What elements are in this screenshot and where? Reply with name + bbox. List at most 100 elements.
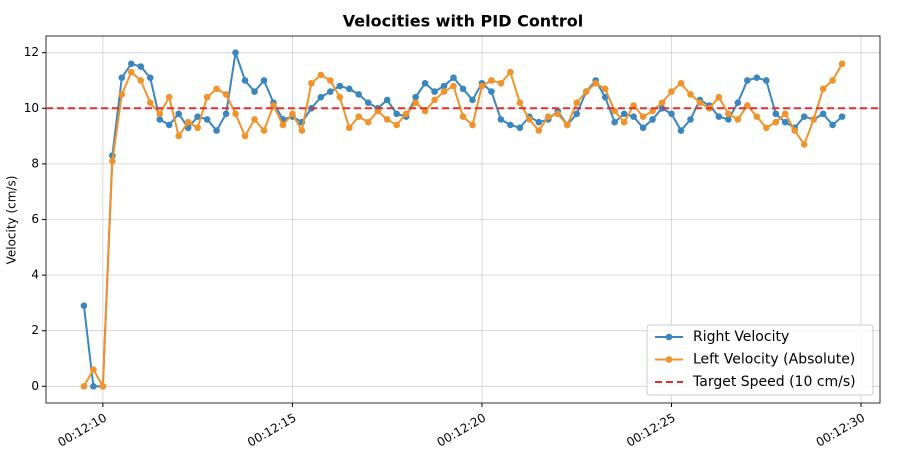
- data-point: [194, 113, 201, 120]
- data-point: [715, 113, 723, 120]
- data-point: [478, 82, 486, 90]
- data-point: [734, 99, 742, 107]
- data-point: [279, 121, 287, 129]
- data-point: [715, 93, 723, 101]
- data-point: [838, 60, 846, 68]
- data-point: [127, 68, 135, 76]
- data-point: [611, 107, 618, 115]
- data-point: [175, 110, 182, 118]
- data-point: [668, 110, 675, 118]
- data-point: [251, 88, 258, 95]
- data-point: [440, 88, 448, 95]
- data-point: [677, 127, 685, 134]
- data-point: [725, 116, 732, 123]
- legend-label: Left Velocity (Absolute): [693, 352, 855, 368]
- data-point: [317, 71, 325, 79]
- data-point: [251, 116, 258, 123]
- data-point: [772, 118, 780, 126]
- chart-title: Velocities with PID Control: [343, 12, 583, 31]
- x-tick-label: 00:12:15: [245, 411, 299, 450]
- data-point: [317, 93, 325, 101]
- data-point: [364, 99, 372, 107]
- data-point: [762, 124, 770, 132]
- data-point: [165, 121, 173, 129]
- data-point: [592, 79, 599, 87]
- data-point: [336, 82, 344, 90]
- data-point: [184, 118, 192, 126]
- data-point: [838, 113, 846, 120]
- data-point: [146, 99, 154, 107]
- data-point: [744, 77, 751, 84]
- data-point: [535, 127, 543, 134]
- data-point: [109, 157, 116, 165]
- legend-label: Target Speed (10 cm/s): [692, 374, 856, 390]
- data-point: [601, 93, 609, 101]
- data-point: [146, 74, 154, 82]
- data-point: [213, 127, 220, 134]
- data-point: [791, 127, 799, 134]
- data-point: [450, 74, 457, 82]
- data-point: [497, 116, 505, 123]
- data-point: [289, 110, 296, 118]
- data-point: [393, 121, 400, 129]
- data-point: [829, 121, 836, 129]
- data-point: [402, 110, 410, 118]
- data-point: [203, 93, 211, 101]
- data-point: [383, 116, 391, 123]
- data-point: [260, 77, 268, 84]
- data-point: [298, 127, 306, 134]
- data-point: [649, 116, 656, 123]
- data-point: [99, 383, 107, 390]
- data-point: [431, 96, 438, 104]
- data-point: [753, 74, 761, 82]
- data-point: [762, 77, 770, 84]
- data-point: [241, 77, 249, 84]
- data-point: [772, 110, 780, 118]
- legend-marker: [665, 356, 673, 363]
- data-point: [630, 102, 637, 109]
- y-tick-label: 12: [24, 45, 39, 59]
- data-point: [573, 99, 581, 107]
- y-tick-label: 10: [24, 101, 39, 115]
- data-point: [222, 91, 230, 98]
- data-point: [118, 91, 126, 98]
- data-point: [156, 116, 164, 123]
- data-point: [118, 74, 126, 82]
- data-point: [488, 77, 495, 84]
- data-point: [270, 102, 277, 109]
- x-tick-label: 00:12:20: [435, 411, 489, 450]
- data-point: [507, 121, 514, 129]
- data-point: [507, 68, 514, 76]
- data-point: [137, 77, 145, 84]
- data-point: [137, 63, 145, 70]
- data-point: [412, 99, 419, 107]
- data-point: [687, 116, 694, 123]
- data-point: [744, 102, 751, 109]
- x-tick-label: 00:12:25: [624, 411, 678, 450]
- data-point: [459, 85, 467, 93]
- data-point: [90, 383, 97, 390]
- data-point: [327, 77, 334, 84]
- data-point: [620, 118, 628, 126]
- data-point: [440, 82, 448, 90]
- data-point: [734, 116, 742, 123]
- data-point: [696, 99, 704, 107]
- data-point: [194, 124, 201, 132]
- data-point: [450, 82, 457, 90]
- legend: Right Velocity Left Velocity (Absolute) Ta…: [646, 324, 874, 396]
- data-point: [781, 118, 789, 126]
- data-point: [345, 124, 353, 132]
- data-point: [677, 79, 685, 87]
- data-point: [573, 110, 581, 118]
- data-point: [90, 366, 97, 373]
- y-axis-label: Velocity (cm/s): [5, 176, 19, 265]
- data-point: [469, 96, 476, 104]
- data-point: [819, 110, 827, 118]
- data-point: [203, 116, 211, 123]
- data-point: [459, 113, 467, 120]
- data-point: [554, 110, 562, 118]
- data-point: [412, 93, 419, 101]
- data-point: [374, 107, 382, 115]
- data-point: [431, 88, 438, 95]
